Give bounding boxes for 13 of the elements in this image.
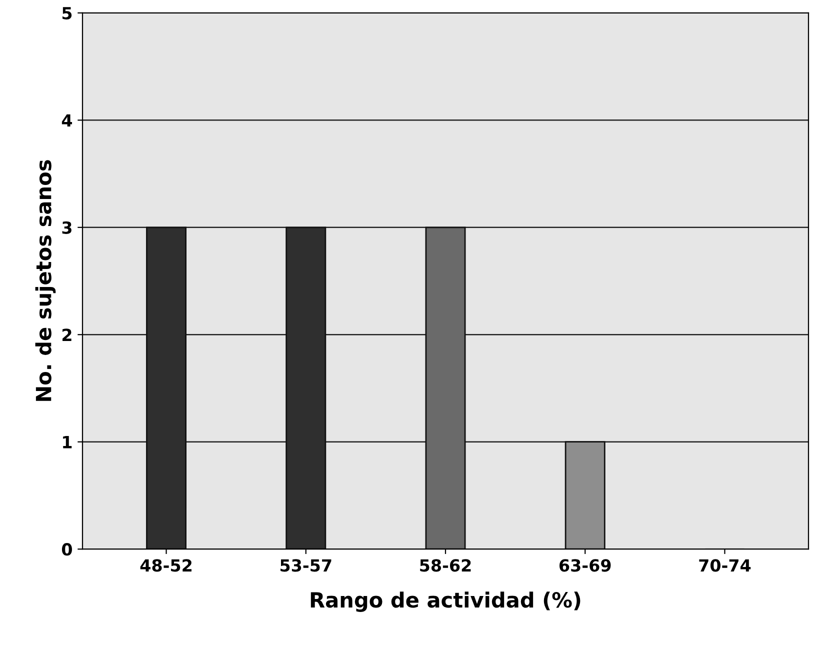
x-tick-label: 70-74 — [699, 559, 751, 572]
y-tick-label: 1 — [63, 436, 72, 448]
x-tick-label: 53-57 — [280, 559, 332, 572]
x-tick-label: 48-52 — [140, 559, 192, 572]
x-tick-label: 58-62 — [420, 559, 471, 572]
y-tick-label: 4 — [62, 114, 72, 126]
y-axis-title: No. de sujetos sanos — [35, 160, 56, 401]
x-tick-label: 63-69 — [560, 559, 611, 572]
y-tick-label: 5 — [62, 7, 72, 20]
y-tick-label: 0 — [62, 543, 72, 556]
y-tick-label: 2 — [62, 328, 72, 341]
x-axis-title: Rango de actividad (%) — [310, 592, 580, 612]
y-tick-label: 3 — [62, 221, 72, 234]
